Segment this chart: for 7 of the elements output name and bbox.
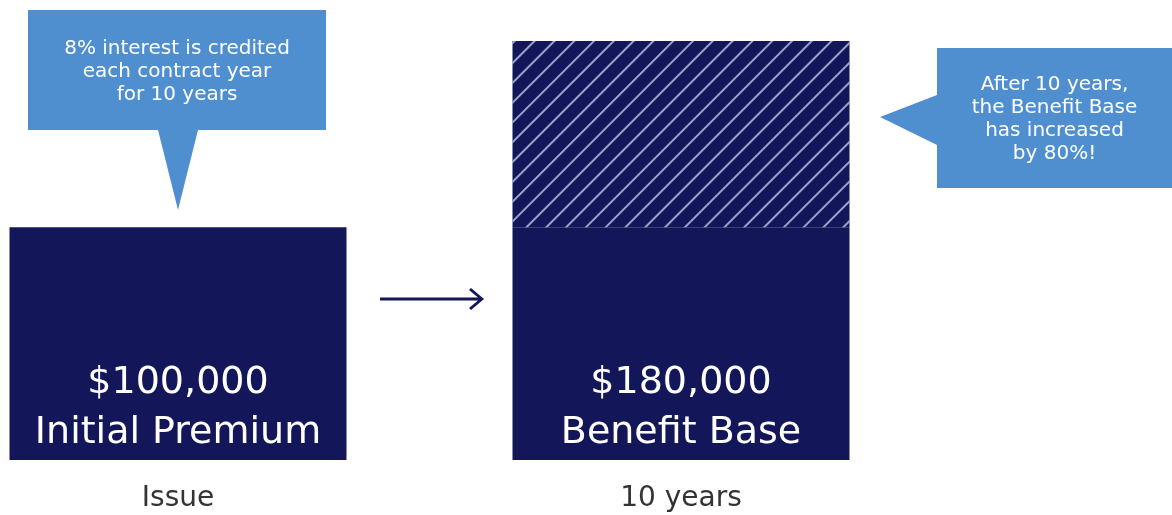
x-tick-label: Issue [141, 479, 215, 513]
speech-bubble: After 10 years, the Benefit Base has increased by 80%! [880, 48, 1172, 188]
total-label: $180,000 Benefit Base [560, 358, 802, 452]
annotation: 8% interest is credited each contract year for 10 years [63, 33, 291, 107]
x-tick-label: 10 years [620, 479, 742, 513]
data-label: $100,000 Initial Premium [34, 358, 322, 452]
speech-bubble: 8% interest is credited each contract year for 10 years [28, 10, 326, 210]
